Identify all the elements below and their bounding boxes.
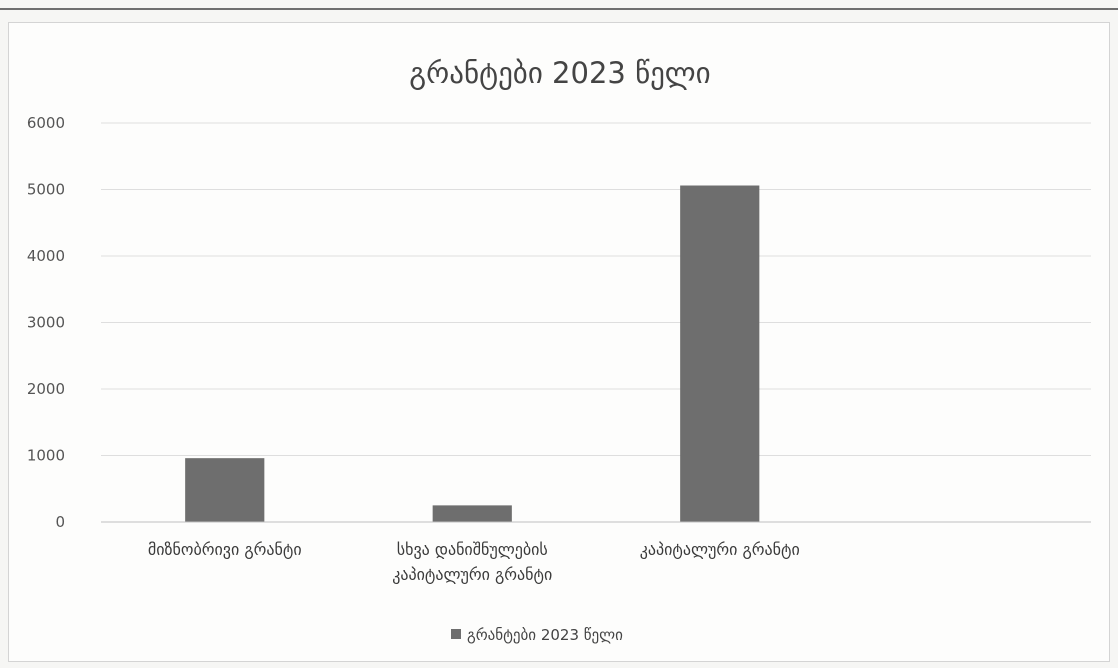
x-category-label: მიზნობრივი გრანტი — [148, 540, 302, 559]
chart-title: გრანტები 2023 წელი — [409, 56, 710, 90]
y-tick-label: 6000 — [27, 114, 65, 132]
y-tick-label: 5000 — [27, 181, 65, 199]
legend: გრანტები 2023 წელი — [451, 626, 623, 644]
bar — [185, 458, 265, 522]
chart-panel: გრანტები 2023 წელი 0 1000 2000 3000 4000 5000… — [8, 22, 1110, 662]
legend-swatch — [451, 629, 461, 639]
top-divider — [0, 8, 1118, 10]
legend-label: გრანტები 2023 წელი — [467, 626, 623, 644]
y-tick-label: 1000 — [27, 447, 65, 465]
y-axis-ticks: 0 1000 2000 3000 4000 5000 6000 — [27, 114, 65, 531]
y-tick-label: 2000 — [27, 380, 65, 398]
bar — [680, 185, 760, 522]
category-labels: მიზნობრივი გრანტი სხვა დანიშნულების კაპიტა… — [148, 540, 800, 584]
x-category-label: სხვა დანიშნულების — [397, 540, 548, 559]
y-tick-label: 3000 — [27, 314, 65, 332]
bars — [185, 185, 760, 522]
y-tick-label: 4000 — [27, 247, 65, 265]
x-category-label: კაპიტალური გრანტი — [640, 540, 800, 559]
x-category-label: კაპიტალური გრანტი — [392, 565, 552, 584]
bar — [432, 505, 512, 522]
y-tick-label: 0 — [55, 513, 65, 531]
bar-chart: გრანტები 2023 წელი 0 1000 2000 3000 4000 5000… — [27, 56, 1091, 644]
gridlines — [101, 122, 1091, 456]
